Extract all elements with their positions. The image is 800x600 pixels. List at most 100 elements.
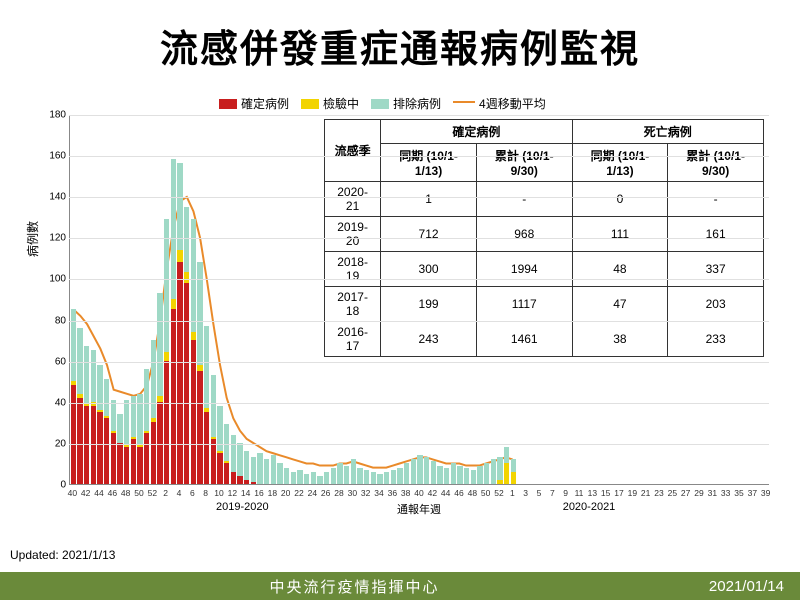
- footer-bar: 中央流行疫情指揮中心 2021/01/14: [0, 572, 800, 600]
- legend-item: 4週移動平均: [453, 95, 546, 112]
- table-cell: 2019-20: [325, 217, 381, 252]
- x-tick: 5: [537, 488, 542, 498]
- x-tick: 27: [681, 488, 690, 498]
- bar: [331, 468, 336, 484]
- legend-swatch: [301, 99, 319, 109]
- x-tick: 48: [468, 488, 477, 498]
- bar: [377, 474, 382, 484]
- bar: [457, 466, 462, 485]
- x-tick: 12: [228, 488, 237, 498]
- x-tick: 26: [321, 488, 330, 498]
- x-tick: 40: [68, 488, 77, 498]
- x-tick: 7: [550, 488, 555, 498]
- bar: [304, 474, 309, 484]
- x-tick: 16: [254, 488, 263, 498]
- bar: [277, 463, 282, 484]
- bar: [171, 159, 176, 484]
- bar: [497, 457, 502, 484]
- th-deaths: 死亡病例: [572, 120, 763, 144]
- bar: [77, 328, 82, 484]
- x-tick: 50: [481, 488, 490, 498]
- th-conf-cum: 累計 (10/1-9/30): [476, 144, 572, 182]
- table-cell: 233: [668, 322, 764, 357]
- chart-area: 確定病例檢驗中排除病例4週移動平均 病例數 流感季 確定病例 死亡病例 同期 (…: [24, 95, 776, 535]
- x-tick: 35: [734, 488, 743, 498]
- table-cell: -: [476, 182, 572, 217]
- bar: [364, 470, 369, 484]
- bar: [117, 414, 122, 484]
- bar: [404, 463, 409, 484]
- table-row: 2020-211-0-: [325, 182, 764, 217]
- y-tick: 140: [42, 192, 66, 203]
- footer-date: 2021/01/14: [709, 578, 800, 595]
- x-tick: 10: [214, 488, 223, 498]
- table-cell: 2020-21: [325, 182, 381, 217]
- bar: [131, 396, 136, 484]
- x-tick: 46: [454, 488, 463, 498]
- bar: [311, 472, 316, 484]
- bar: [237, 443, 242, 484]
- updated-label: Updated: 2021/1/13: [10, 548, 115, 562]
- x-tick: 30: [348, 488, 357, 498]
- th-conf-same: 同期 (10/1-1/13): [381, 144, 477, 182]
- bar: [111, 400, 116, 484]
- x-tick: 37: [748, 488, 757, 498]
- table-row: 2016-17243146138233: [325, 322, 764, 357]
- x-tick: 25: [668, 488, 677, 498]
- bar: [144, 369, 149, 484]
- bar: [511, 459, 516, 484]
- bar: [217, 406, 222, 484]
- bar: [197, 262, 202, 484]
- table-cell: 712: [381, 217, 477, 252]
- x-tick: 15: [601, 488, 610, 498]
- y-tick: 120: [42, 233, 66, 244]
- bar: [324, 472, 329, 484]
- legend-item: 確定病例: [219, 95, 289, 112]
- gridline: [69, 156, 769, 157]
- x-tick: 34: [374, 488, 383, 498]
- table-cell: 161: [668, 217, 764, 252]
- bar: [291, 472, 296, 484]
- x-tick: 48: [121, 488, 130, 498]
- table-body: 2020-211-0-2019-207129681111612018-19300…: [325, 182, 764, 357]
- table-cell: 337: [668, 252, 764, 287]
- x-tick: 31: [708, 488, 717, 498]
- bar: [451, 463, 456, 484]
- th-confirmed: 確定病例: [381, 120, 572, 144]
- x-tick: 38: [401, 488, 410, 498]
- table-cell: 47: [572, 287, 668, 322]
- x-tick: 3: [523, 488, 528, 498]
- bar: [224, 424, 229, 484]
- bar: [391, 470, 396, 484]
- gridline: [69, 238, 769, 239]
- bar: [477, 466, 482, 485]
- season-label: 2020-2021: [563, 501, 616, 513]
- x-tick: 22: [294, 488, 303, 498]
- table-cell: 2018-19: [325, 252, 381, 287]
- legend-item: 檢驗中: [301, 95, 359, 112]
- bar: [317, 476, 322, 484]
- bar: [424, 457, 429, 484]
- x-tick: 42: [81, 488, 90, 498]
- gridline: [69, 444, 769, 445]
- season-label: 2019-2020: [216, 501, 269, 513]
- gridline: [69, 279, 769, 280]
- bar: [84, 346, 89, 484]
- table-row: 2018-19300199448337: [325, 252, 764, 287]
- bar: [471, 470, 476, 484]
- bar: [444, 468, 449, 484]
- page-title: 流感併發重症通報病例監視: [0, 0, 800, 73]
- x-tick: 14: [241, 488, 250, 498]
- x-tick: 23: [654, 488, 663, 498]
- table-cell: -: [668, 182, 764, 217]
- bar: [491, 459, 496, 484]
- gridline: [69, 403, 769, 404]
- table-cell: 1117: [476, 287, 572, 322]
- th-season: 流感季: [325, 120, 381, 182]
- x-tick: 24: [308, 488, 317, 498]
- x-axis-label: 通報年週: [397, 501, 441, 517]
- bar: [337, 463, 342, 484]
- x-tick: 42: [428, 488, 437, 498]
- x-tick: 32: [361, 488, 370, 498]
- table-cell: 199: [381, 287, 477, 322]
